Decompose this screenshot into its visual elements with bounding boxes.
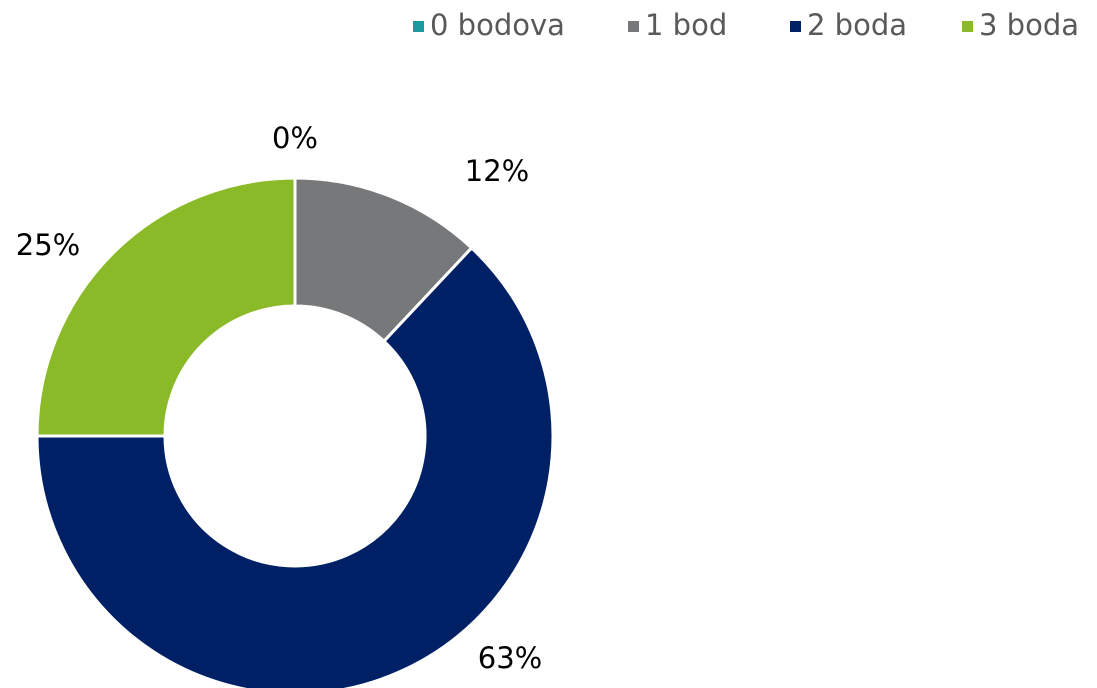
donut-segment bbox=[35, 245, 555, 688]
data-label: 12% bbox=[465, 154, 529, 188]
legend-label: 3 boda bbox=[979, 8, 1079, 42]
legend-marker bbox=[413, 21, 424, 32]
donut-segment bbox=[35, 176, 297, 438]
data-label: 25% bbox=[16, 228, 80, 262]
data-label: 63% bbox=[478, 641, 542, 675]
legend-label: 2 boda bbox=[807, 8, 907, 42]
legend-marker bbox=[628, 21, 639, 32]
legend-label: 1 bod bbox=[645, 8, 727, 42]
legend-marker bbox=[790, 21, 801, 32]
legend-marker bbox=[962, 21, 973, 32]
data-label: 0% bbox=[272, 121, 318, 155]
legend-label: 0 bodova bbox=[430, 8, 565, 42]
